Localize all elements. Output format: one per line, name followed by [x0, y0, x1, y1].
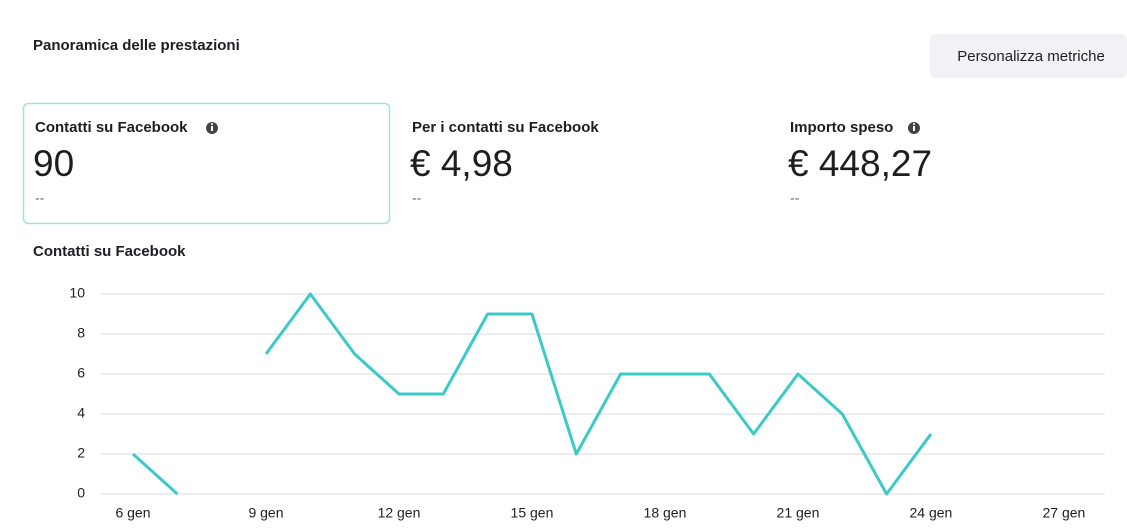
customize-button[interactable] [930, 34, 1127, 78]
line-series [131, 292, 933, 496]
y-tick-label: 10 [69, 285, 85, 301]
metric-value: 90 [33, 143, 74, 184]
x-tick-label: 6 gen [115, 505, 150, 521]
y-tick-label: 8 [77, 325, 85, 341]
metric-value: € 4,98 [410, 143, 513, 184]
x-tick-label: 27 gen [1043, 505, 1086, 521]
selected-card[interactable] [22, 102, 391, 225]
x-tick-label: 15 gen [511, 505, 554, 521]
metric-value: € 448,27 [788, 143, 932, 184]
metric-change: -- [790, 190, 800, 206]
x-tick-label: 9 gen [248, 505, 283, 521]
page-title: Panoramica delle prestazioni [33, 37, 240, 54]
info-icon [206, 122, 218, 134]
y-tick-label: 6 [77, 365, 85, 381]
y-tick-label: 0 [77, 485, 85, 501]
y-tick-label: 4 [77, 405, 85, 421]
chart-title: Contatti su Facebook [33, 243, 186, 260]
metric-change: -- [412, 190, 422, 206]
x-tick-label: 21 gen [777, 505, 820, 521]
x-tick-label: 18 gen [644, 505, 687, 521]
metric-label: Contatti su Facebook [35, 119, 188, 136]
info-icon [908, 122, 920, 134]
x-tick-label: 24 gen [910, 505, 953, 521]
metric-change: -- [35, 190, 45, 206]
customize-button-label[interactable]: Personalizza metriche [957, 48, 1105, 65]
metric-label: Importo speso [790, 119, 893, 136]
metric-label: Per i contatti su Facebook [412, 119, 599, 136]
y-tick-label: 2 [77, 445, 85, 461]
x-tick-label: 12 gen [378, 505, 421, 521]
